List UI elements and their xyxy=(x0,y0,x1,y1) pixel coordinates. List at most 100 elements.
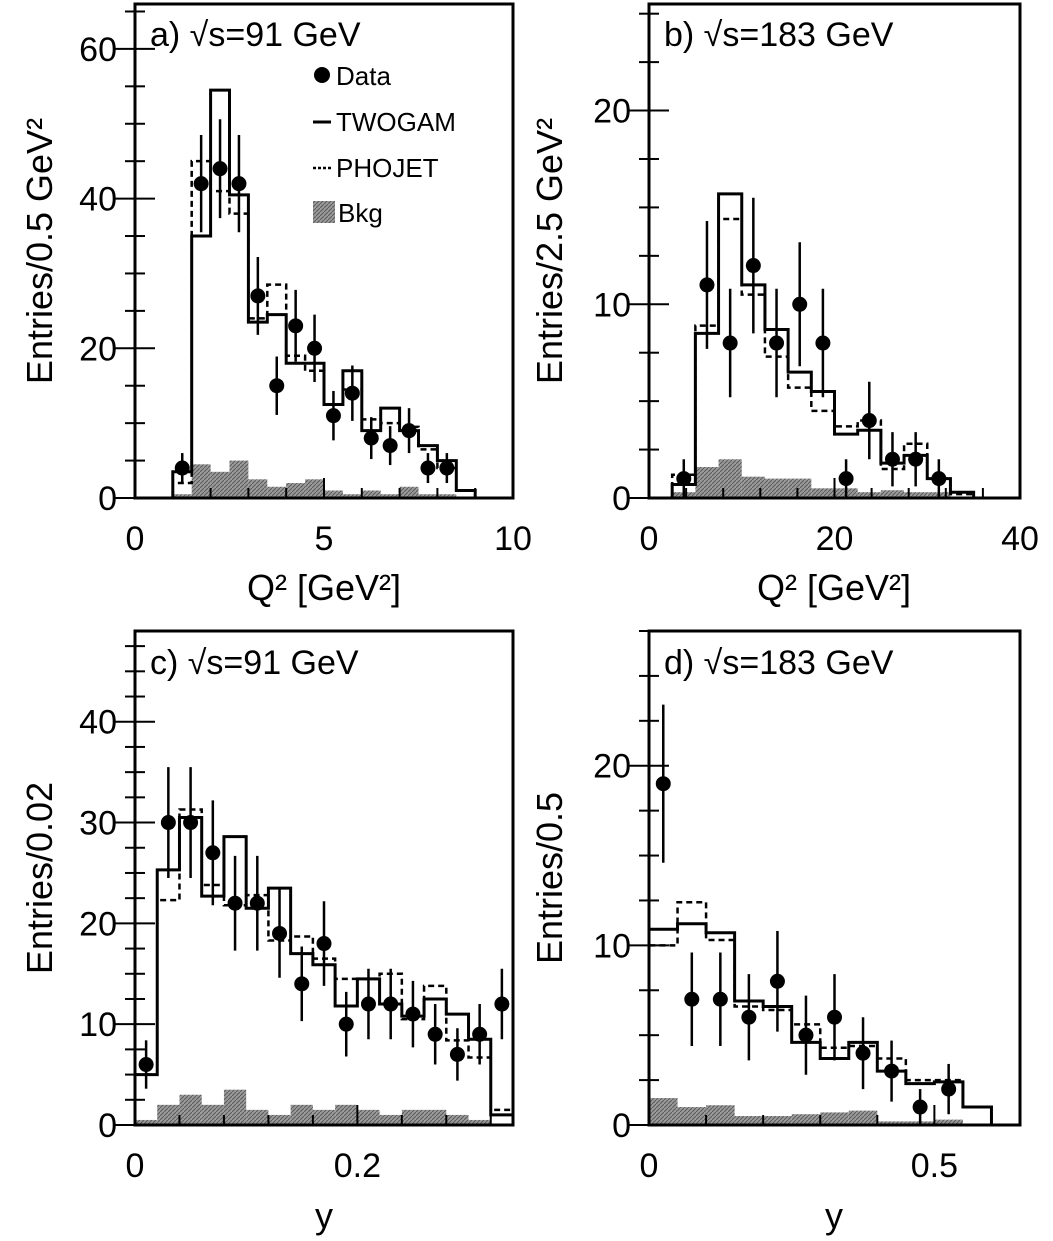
panel-c-data-point xyxy=(227,895,243,911)
panel-a-data-point xyxy=(288,318,304,334)
panel-b-title: b) √s=183 GeV xyxy=(664,16,894,54)
panel-d-data-point xyxy=(798,1027,814,1043)
legend-twogam-label: TWOGAM xyxy=(336,107,456,137)
panel-c-ylabel: Entries/0.02 xyxy=(19,782,60,974)
panel-b-data-point xyxy=(908,451,924,467)
panel-a-xtick-label: 0 xyxy=(126,520,145,558)
panel-d-data-point xyxy=(912,1099,928,1115)
panel-c-data-point xyxy=(360,996,376,1012)
panel-a-bkg-bar xyxy=(305,479,324,498)
panel-c-bkg-bar xyxy=(157,1104,180,1125)
panel-a-data-point xyxy=(250,288,266,304)
panel-b-bkg-bar xyxy=(857,492,881,498)
panel-d-plot xyxy=(647,704,993,1125)
panel-a-plot xyxy=(171,88,477,498)
panel-b-bkg-bar xyxy=(788,478,812,498)
panel-a-data-point xyxy=(344,385,360,401)
panel-a-data-point xyxy=(307,340,323,356)
panel-d-title: d) √s=183 GeV xyxy=(664,644,894,682)
panel-b-ylabel: Entries/2.5 GeV² xyxy=(529,118,570,384)
panel-a-bkg-bar xyxy=(380,494,400,498)
panel-a-bkg-bar xyxy=(191,464,211,498)
panel-c-data-point xyxy=(272,925,288,941)
panel-b-bkg-bar xyxy=(880,490,905,498)
panel-a-title: a) √s=91 GeV xyxy=(150,16,361,54)
panel-b-bkg-bar xyxy=(811,488,835,498)
panel-b-xtick-label: 20 xyxy=(816,520,854,558)
panel-a-data-point xyxy=(231,176,247,192)
panel-c-ytick-label: 40 xyxy=(79,704,117,742)
panel-b-bkg-bar xyxy=(741,476,765,498)
panel-c-xtick-label: 0.2 xyxy=(334,1147,381,1185)
panel-c-title: c) √s=91 GeV xyxy=(150,644,359,682)
panel-c-data-point xyxy=(249,895,265,911)
panel-b-bkg-bar xyxy=(695,467,719,498)
panel-d-bkg-bar xyxy=(677,1107,707,1125)
panel-a-data-point xyxy=(382,438,398,454)
panel-a-bkg-bar xyxy=(229,460,249,498)
panel-b-data-point xyxy=(745,258,761,274)
panel-c-bkg-bar xyxy=(223,1089,247,1125)
panel-c-data-point xyxy=(383,996,399,1012)
panel-c-ytick-label: 20 xyxy=(79,905,117,943)
panel-b-ytick-label: 0 xyxy=(612,480,631,518)
panel-d-xlabel: y xyxy=(825,1195,843,1236)
panel-c-data-point xyxy=(316,936,332,952)
panel-c-xtick-label: 0 xyxy=(126,1147,145,1185)
legend-data-marker xyxy=(314,67,330,83)
panel-d-data-point xyxy=(884,1063,900,1079)
panel-a-ylabel: Entries/0.5 GeV² xyxy=(19,118,60,384)
panel-d-data-point xyxy=(655,776,671,792)
panel-c-bkg-bar xyxy=(335,1104,358,1125)
panel-c-xlabel: y xyxy=(315,1195,333,1236)
panel-d-data-point xyxy=(855,1045,871,1061)
panel-d-data-point xyxy=(684,991,700,1007)
panel-c-data-point xyxy=(472,1026,488,1042)
panel-b-xtick-label: 0 xyxy=(640,520,659,558)
panel-d-ytick-label: 20 xyxy=(593,748,631,786)
panel-b-data-point xyxy=(884,451,900,467)
panel-c-ytick-label: 0 xyxy=(98,1107,117,1145)
panel-d: d) √s=183 GeV 0 10 20 0 0.5 y Entries/0.5 xyxy=(529,629,1022,1236)
legend-phojet-label: PHOJET xyxy=(336,153,439,183)
panel-c-plot xyxy=(133,767,515,1125)
panel-c: c) √s=91 GeV 0 10 20 30 40 0 0.2 y Entries/0.0… xyxy=(19,629,515,1236)
panel-c-bkg-bar xyxy=(179,1094,202,1125)
panel-b-bkg-bar xyxy=(718,459,742,498)
panel-a-data-point xyxy=(212,161,228,177)
panel-d-bkg-bar xyxy=(706,1105,735,1125)
panel-c-ticks: 0 10 20 30 40 0 0.2 xyxy=(79,645,492,1185)
panel-c-data-point xyxy=(205,845,221,861)
panel-d-xtick-label: 0.5 xyxy=(911,1147,958,1185)
panel-d-bkg-bar xyxy=(820,1112,849,1125)
panel-a-bkg-bar xyxy=(399,486,419,498)
panel-c-bkg-bar xyxy=(268,1114,291,1125)
panel-a-bkg-bar xyxy=(210,471,230,498)
panel-b-xtick-label: 40 xyxy=(1001,520,1039,558)
panel-a-xlabel: Q² [GeV²] xyxy=(247,567,401,608)
panel-c-bkg-bar xyxy=(424,1109,447,1125)
panel-b-data-point xyxy=(815,335,831,351)
panel-c-bkg-bar xyxy=(312,1109,336,1125)
panel-c-bkg-bar xyxy=(290,1104,313,1125)
panel-c-data-point xyxy=(160,815,176,831)
panel-c-bkg-bar xyxy=(379,1114,402,1125)
panel-b-data-point xyxy=(769,335,785,351)
panel-a-bkg-bar xyxy=(267,486,287,498)
panel-c-ytick-label: 10 xyxy=(79,1006,117,1044)
panel-d-bkg-bar xyxy=(734,1116,764,1125)
panel-a-ticks: 0 20 40 60 0 5 10 xyxy=(79,10,532,558)
panel-d-bkg-bar xyxy=(763,1116,792,1125)
panel-a-xtick-label: 5 xyxy=(315,520,334,558)
panel-d-bkg-bar xyxy=(649,1098,678,1125)
panel-c-bkg-bar xyxy=(201,1104,224,1125)
panel-c-data-point xyxy=(449,1046,465,1062)
panel-a-bkg-bar xyxy=(248,479,268,498)
panel-c-data-point xyxy=(138,1057,154,1073)
panel-c-bkg-bar xyxy=(446,1114,469,1125)
panel-a-ytick-label: 0 xyxy=(98,480,117,518)
panel-d-bkg-bar xyxy=(877,1121,906,1125)
panel-b: b) √s=183 GeV 0 10 20 0 20 40 Q² [GeV²] Entri… xyxy=(529,2,1039,608)
panel-a-xtick-label: 10 xyxy=(494,520,532,558)
